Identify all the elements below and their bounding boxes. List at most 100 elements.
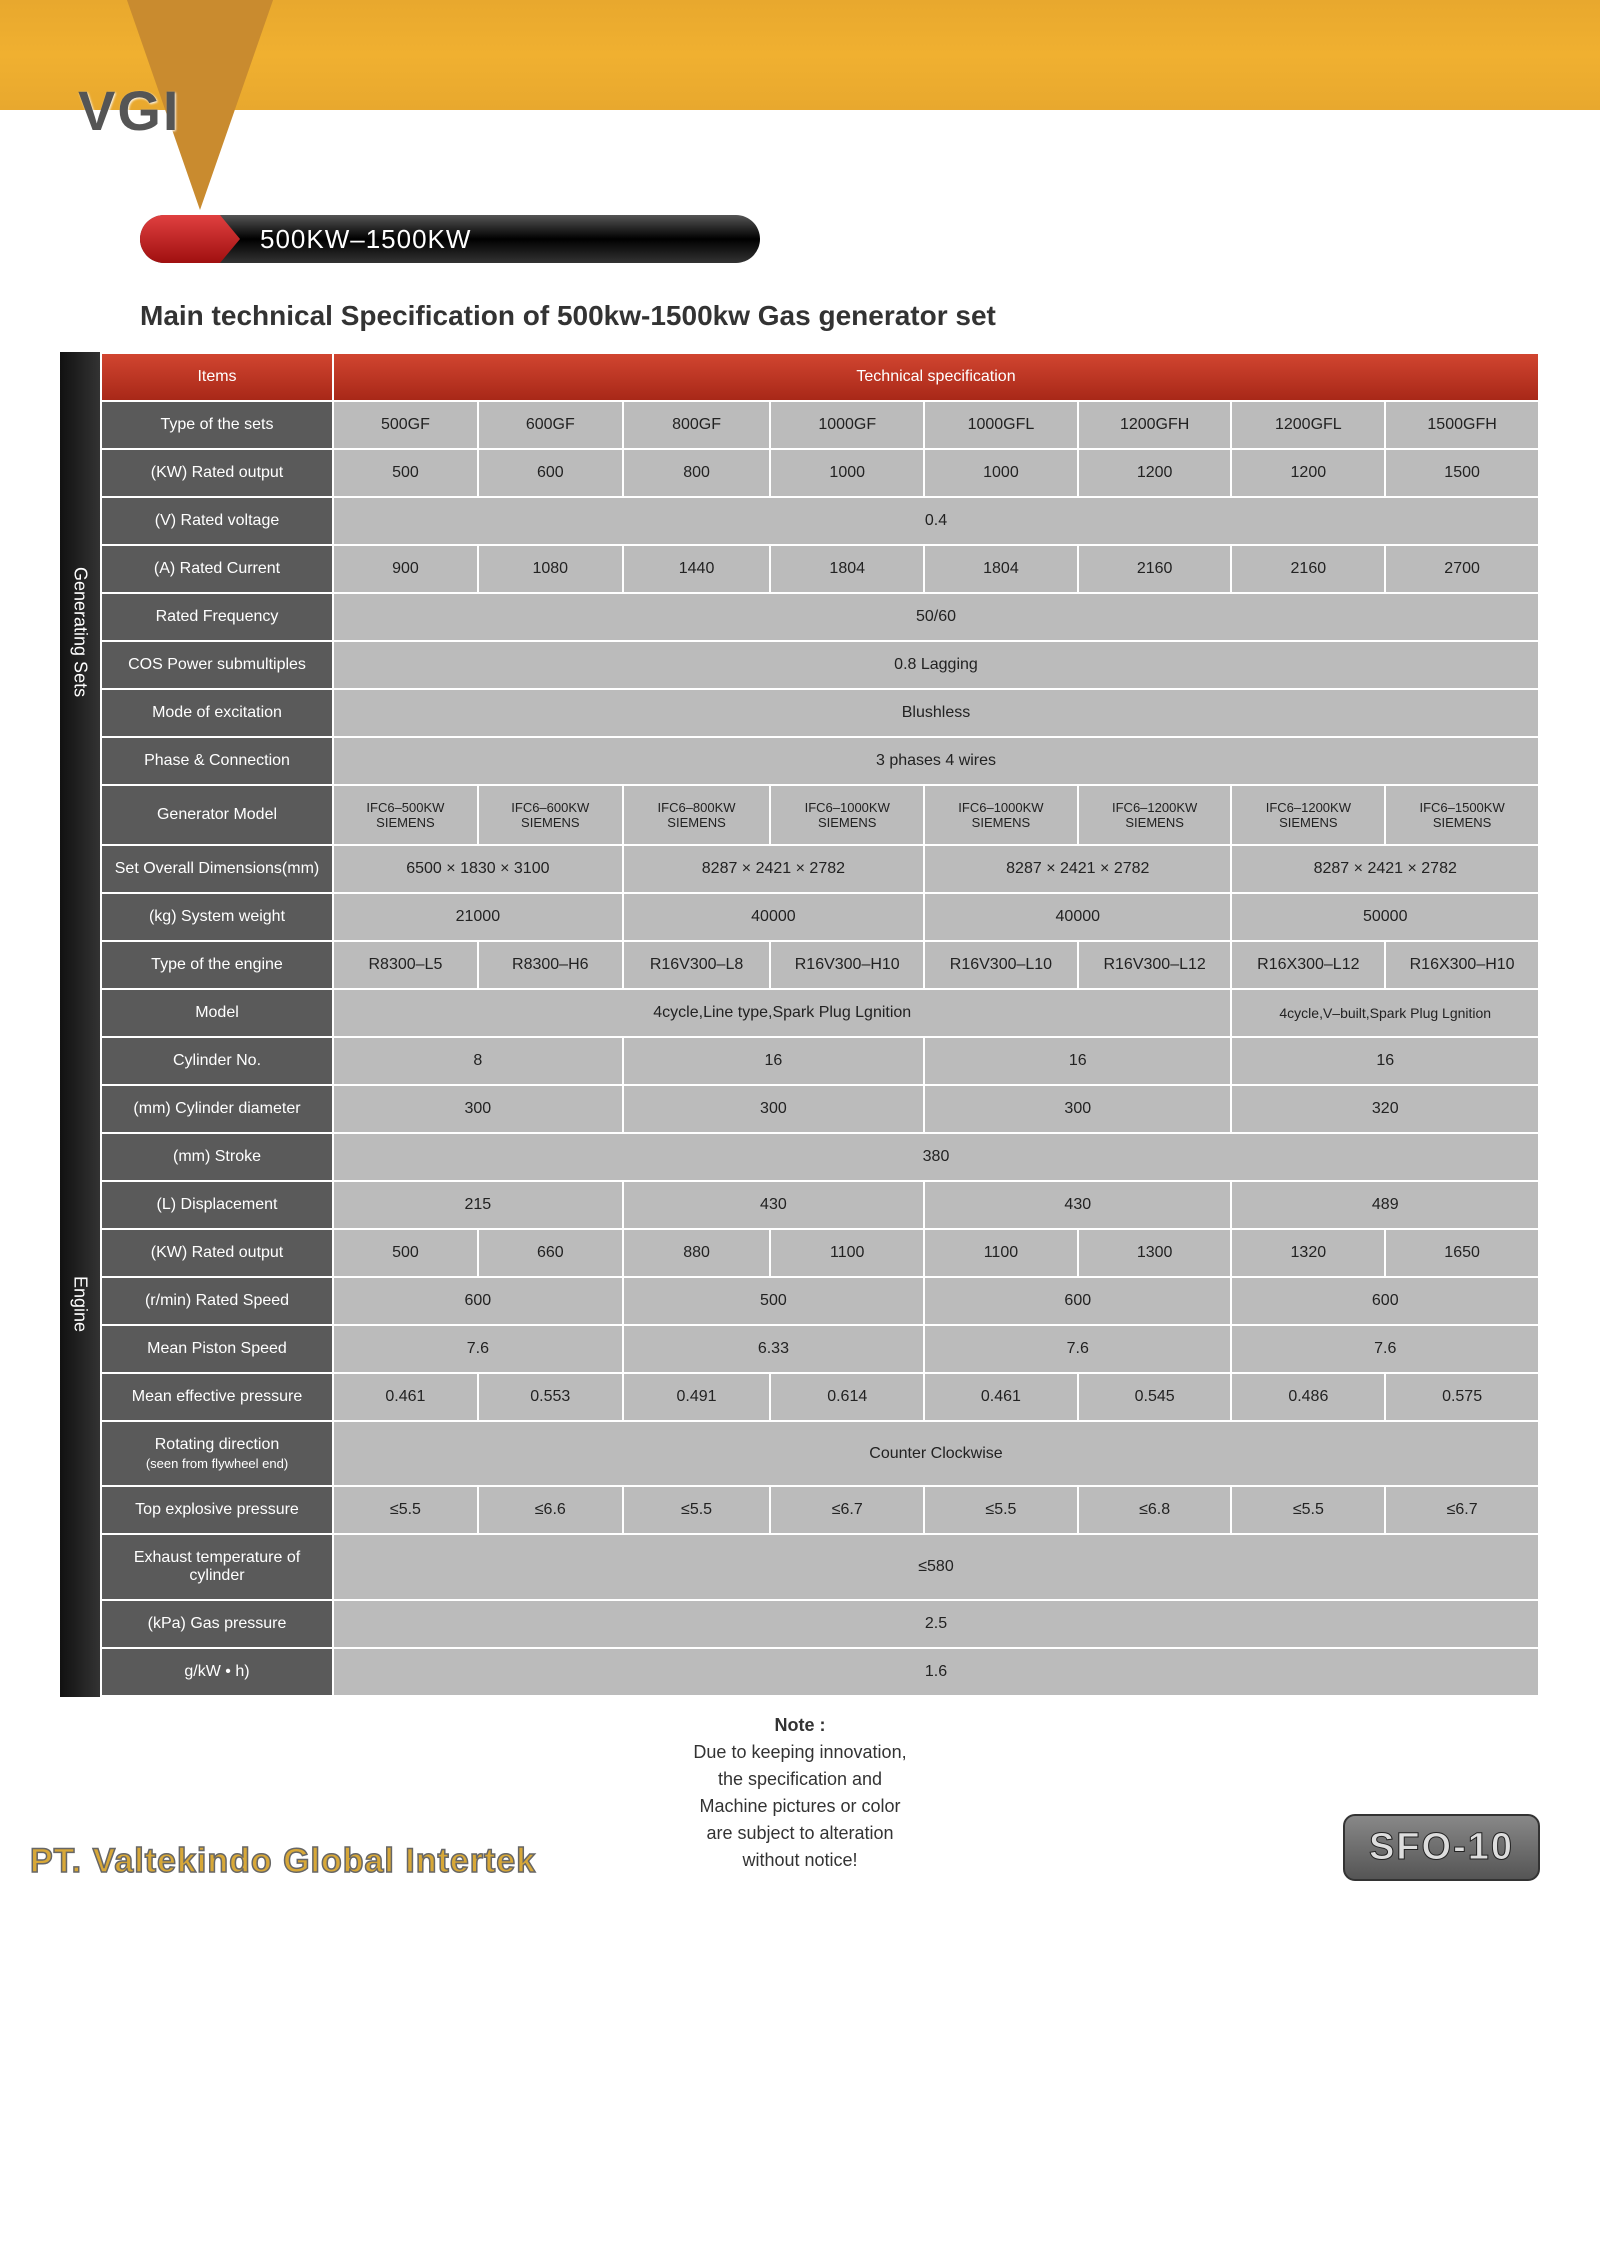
data-cell: Counter Clockwise (334, 1422, 1538, 1485)
data-cell: 0.491 (624, 1374, 770, 1420)
data-cell: 1200GFL (1232, 402, 1384, 448)
data-cell: IFC6–600KW SIEMENS (479, 786, 622, 844)
data-cell: 1500 (1386, 450, 1538, 496)
data-cell: ≤5.5 (334, 1487, 477, 1533)
table-row: (V) Rated voltage0.4 (102, 498, 1538, 544)
logo: VGI (30, 0, 275, 245)
data-cell: 40000 (624, 894, 923, 940)
data-cell: ≤6.8 (1079, 1487, 1231, 1533)
data-cell: ≤5.5 (1232, 1487, 1384, 1533)
data-cell: ≤6.6 (479, 1487, 622, 1533)
table-row: Generator ModelIFC6–500KW SIEMENSIFC6–60… (102, 786, 1538, 844)
data-cell: 40000 (925, 894, 1230, 940)
data-cell: 1320 (1232, 1230, 1384, 1276)
data-cell: 600 (479, 450, 622, 496)
row-label: Phase & Connection (102, 738, 332, 784)
note-line: Due to keeping innovation, (0, 1739, 1600, 1766)
data-cell: R16X300–L12 (1232, 942, 1384, 988)
table-row: Rated Frequency50/60 (102, 594, 1538, 640)
side-label-engine: Engine (60, 912, 100, 1697)
data-cell: 1000 (771, 450, 923, 496)
table-row: Mean Piston Speed7.66.337.67.6 (102, 1326, 1538, 1372)
data-cell: 7.6 (1232, 1326, 1538, 1372)
table-row: Phase & Connection3 phases 4 wires (102, 738, 1538, 784)
data-cell: 21000 (334, 894, 622, 940)
data-cell: 1000GF (771, 402, 923, 448)
data-cell: 16 (624, 1038, 923, 1084)
table-row: (mm) Stroke380 (102, 1134, 1538, 1180)
data-cell: 800GF (624, 402, 770, 448)
row-label: Mode of excitation (102, 690, 332, 736)
data-cell: 430 (624, 1182, 923, 1228)
note-title: Note : (0, 1712, 1600, 1739)
row-label: g/kW • h) (102, 1649, 332, 1695)
table-row: COS Power submultiples0.8 Lagging (102, 642, 1538, 688)
table-row: Mean effective pressure0.4610.5530.4910.… (102, 1374, 1538, 1420)
title-pill-text: 500KW–1500KW (260, 224, 471, 255)
row-label: Top explosive pressure (102, 1487, 332, 1533)
table-row: (mm) Cylinder diameter300300300320 (102, 1086, 1538, 1132)
row-label: Mean Piston Speed (102, 1326, 332, 1372)
table-row: (KW) Rated output50060080010001000120012… (102, 450, 1538, 496)
table-row: Set Overall Dimensions(mm)6500 × 1830 × … (102, 846, 1538, 892)
table-row: Exhaust temperature of cylinder≤580 (102, 1535, 1538, 1599)
row-label: Mean effective pressure (102, 1374, 332, 1420)
data-cell: 0.8 Lagging (334, 642, 1538, 688)
data-cell: 320 (1232, 1086, 1538, 1132)
table-row: Type of the engineR8300–L5R8300–H6R16V30… (102, 942, 1538, 988)
data-cell: 1200GFH (1079, 402, 1231, 448)
data-cell: 8287 × 2421 × 2782 (925, 846, 1230, 892)
data-cell: 1000GFL (925, 402, 1077, 448)
table-row: Cylinder No.8161616 (102, 1038, 1538, 1084)
row-label: (V) Rated voltage (102, 498, 332, 544)
data-cell: 500 (334, 1230, 477, 1276)
row-label: Rotating direction(seen from flywheel en… (102, 1422, 332, 1485)
row-label: (mm) Stroke (102, 1134, 332, 1180)
data-cell: 3 phases 4 wires (334, 738, 1538, 784)
data-cell: 1650 (1386, 1230, 1538, 1276)
subtitle: Main technical Specification of 500kw-15… (140, 300, 1600, 332)
table-row: Rotating direction(seen from flywheel en… (102, 1422, 1538, 1485)
row-label: (mm) Cylinder diameter (102, 1086, 332, 1132)
note-line: the specification and (0, 1766, 1600, 1793)
data-cell: 0.461 (925, 1374, 1077, 1420)
data-cell: 430 (925, 1182, 1230, 1228)
row-label: (KW) Rated output (102, 1230, 332, 1276)
row-label: Type of the engine (102, 942, 332, 988)
data-cell: 50000 (1232, 894, 1538, 940)
data-cell: 8287 × 2421 × 2782 (624, 846, 923, 892)
data-cell: ≤580 (334, 1535, 1538, 1599)
data-cell: 0.545 (1079, 1374, 1231, 1420)
data-cell: 1804 (771, 546, 923, 592)
data-cell: ≤6.7 (771, 1487, 923, 1533)
data-cell: R8300–L5 (334, 942, 477, 988)
data-cell: R16V300–L8 (624, 942, 770, 988)
data-cell: 800 (624, 450, 770, 496)
company-name: PT. Valtekindo Global Intertek (30, 1842, 536, 1881)
row-label: (kPa) Gas pressure (102, 1601, 332, 1647)
data-cell: 7.6 (925, 1326, 1230, 1372)
data-cell: IFC6–1200KW SIEMENS (1232, 786, 1384, 844)
data-cell: 300 (624, 1086, 923, 1132)
data-cell: 600 (925, 1278, 1230, 1324)
spec-table-wrap: Generating Sets Engine Items Technical s… (60, 352, 1540, 1697)
table-row: (r/min) Rated Speed600500600600 (102, 1278, 1538, 1324)
data-cell: 660 (479, 1230, 622, 1276)
data-cell: IFC6–800KW SIEMENS (624, 786, 770, 844)
data-cell: 2160 (1079, 546, 1231, 592)
row-label: (r/min) Rated Speed (102, 1278, 332, 1324)
row-label: Type of the sets (102, 402, 332, 448)
data-cell: 0.461 (334, 1374, 477, 1420)
data-cell: 0.553 (479, 1374, 622, 1420)
side-label-generating: Generating Sets (60, 352, 100, 912)
data-cell: 489 (1232, 1182, 1538, 1228)
data-cell: IFC6–1000KW SIEMENS (925, 786, 1077, 844)
data-cell: 6.33 (624, 1326, 923, 1372)
data-cell: 6500 × 1830 × 3100 (334, 846, 622, 892)
table-row: Mode of excitationBlushless (102, 690, 1538, 736)
row-label: Model (102, 990, 332, 1036)
table-row: g/kW • h)1.6 (102, 1649, 1538, 1695)
data-cell: IFC6–1200KW SIEMENS (1079, 786, 1231, 844)
table-row: (kg) System weight21000400004000050000 (102, 894, 1538, 940)
data-cell: 4cycle,Line type,Spark Plug Lgnition (334, 990, 1230, 1036)
